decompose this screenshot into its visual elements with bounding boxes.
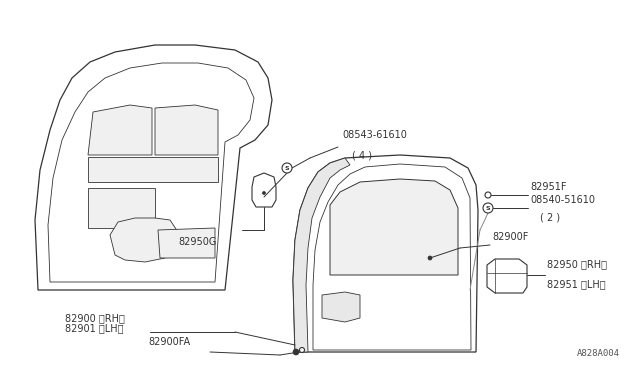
Text: 82901 〈LH〉: 82901 〈LH〉 (65, 323, 124, 333)
Text: 82900FA: 82900FA (148, 337, 190, 347)
Polygon shape (487, 259, 527, 293)
Circle shape (293, 349, 299, 355)
Polygon shape (330, 179, 458, 275)
Text: 08540-51610: 08540-51610 (530, 195, 595, 205)
Text: ( 4 ): ( 4 ) (352, 150, 372, 160)
Text: A828A004: A828A004 (577, 349, 620, 358)
Polygon shape (155, 105, 218, 155)
Text: 82900 〈RH〉: 82900 〈RH〉 (65, 313, 125, 323)
Polygon shape (88, 105, 152, 155)
Polygon shape (293, 155, 478, 352)
Text: 08543-61610: 08543-61610 (342, 130, 407, 140)
Text: ( 2 ): ( 2 ) (540, 213, 560, 223)
Text: S: S (486, 205, 490, 211)
Polygon shape (293, 158, 350, 352)
Circle shape (483, 203, 493, 213)
Polygon shape (88, 188, 155, 228)
Polygon shape (158, 228, 215, 258)
Circle shape (428, 256, 432, 260)
Polygon shape (322, 292, 360, 322)
Text: 82950 〈RH〉: 82950 〈RH〉 (547, 259, 607, 269)
Circle shape (485, 192, 491, 198)
Text: 82951F: 82951F (530, 182, 566, 192)
Circle shape (300, 347, 305, 353)
Text: 82900F: 82900F (492, 232, 529, 242)
Polygon shape (88, 157, 218, 182)
Text: S: S (285, 166, 289, 170)
Text: 82950G: 82950G (178, 237, 216, 247)
Text: 82951 〈LH〉: 82951 〈LH〉 (547, 279, 605, 289)
Polygon shape (252, 173, 276, 207)
Polygon shape (110, 218, 178, 262)
Circle shape (262, 192, 266, 195)
Circle shape (282, 163, 292, 173)
Polygon shape (35, 45, 272, 290)
